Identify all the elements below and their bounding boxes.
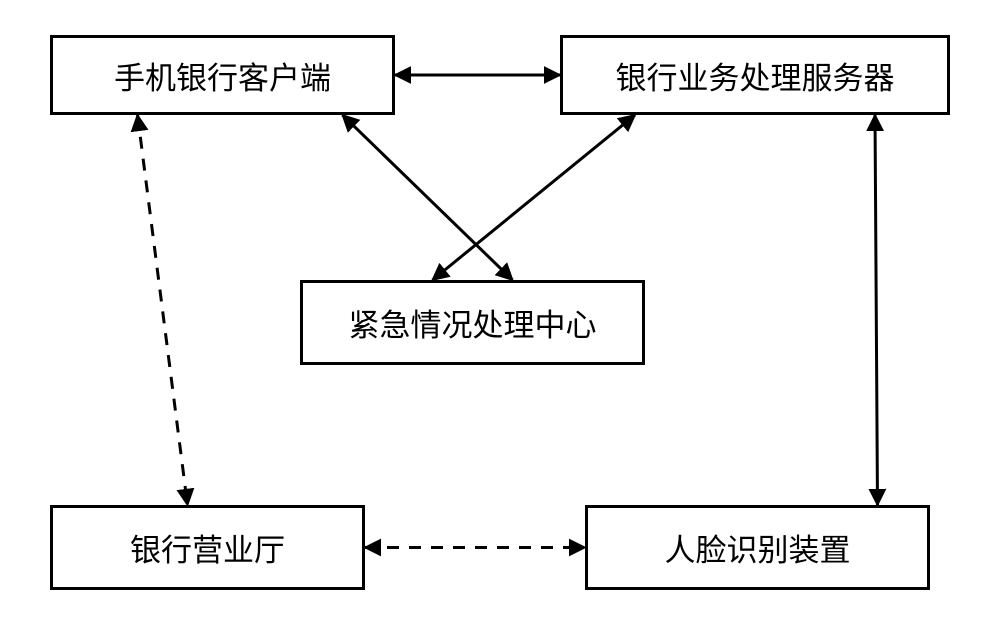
- node-emergency-center: 紧急情况处理中心: [300, 280, 645, 365]
- node-label: 手机银行客户端: [114, 53, 331, 98]
- node-label: 人脸识别装置: [665, 525, 851, 570]
- node-label: 银行业务处理服务器: [616, 53, 895, 98]
- edge-mobile_client-bank_hall: [138, 115, 188, 505]
- diagram-canvas: 手机银行客户端 银行业务处理服务器 紧急情况处理中心 银行营业厅 人脸识别装置: [0, 0, 1000, 640]
- edge-mobile_client-emergency_center: [343, 115, 513, 280]
- node-face-recognition: 人脸识别装置: [585, 505, 930, 590]
- node-label: 银行营业厅: [130, 525, 285, 570]
- node-mobile-client: 手机银行客户端: [50, 35, 395, 115]
- node-bank-hall: 银行营业厅: [50, 505, 365, 590]
- node-label: 紧急情况处理中心: [349, 300, 597, 345]
- node-bank-server: 银行业务处理服务器: [560, 35, 950, 115]
- edge-bank_server-emergency_center: [433, 115, 636, 280]
- edge-bank_server-face_recog: [875, 115, 878, 505]
